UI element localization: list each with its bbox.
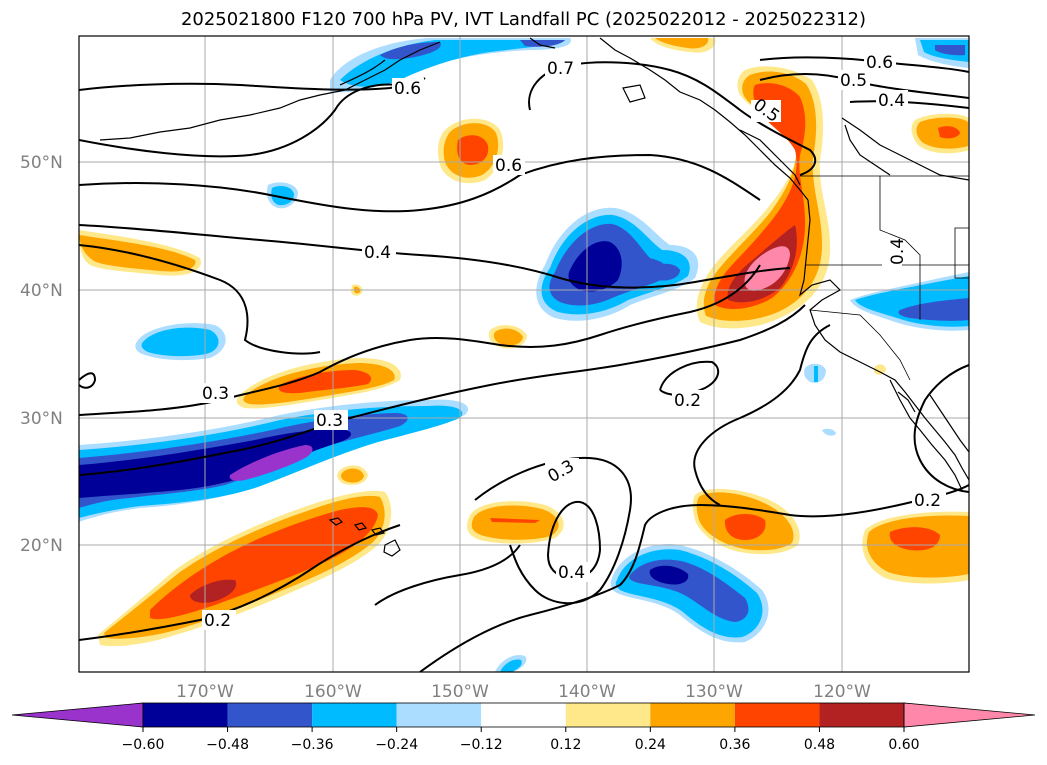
- contour-0p2-g: [913, 364, 969, 493]
- lon-label-170w: 170°W: [176, 682, 234, 702]
- colorbar-swatch: [396, 703, 482, 727]
- contour-0p2-f: [694, 469, 721, 506]
- colorbar-tick-label: 0.36: [719, 737, 750, 753]
- colorbar-extend-max: [903, 702, 1036, 728]
- contour-label-0p2-a: 0.2: [674, 391, 701, 411]
- contour-label-0p4-c: 0.4: [888, 238, 908, 265]
- colorbar-tick-label: 0.60: [888, 737, 919, 753]
- pv-fills: [79, 38, 969, 672]
- lon-label-150w: 150°W: [431, 682, 489, 702]
- colorbar-tick-label: −0.60: [122, 737, 165, 753]
- lat-label-30n: 30°N: [20, 409, 63, 429]
- colorbar-swatch: [650, 703, 735, 727]
- contour-label-0p2-c: 0.2: [204, 611, 231, 631]
- contour-0p3-b: [79, 304, 806, 476]
- colorbar-tick-label: −0.36: [291, 737, 334, 753]
- colorbar-swatch: [734, 703, 820, 727]
- contour-0p4-b: [79, 224, 791, 289]
- colorbar-tick-label: 0.48: [804, 737, 835, 753]
- colorbar-swatch: [481, 703, 566, 727]
- contour-0p2-d: [419, 484, 969, 672]
- contour-label-0p3-a: 0.3: [202, 384, 229, 404]
- contour-label-0p7: 0.7: [547, 59, 574, 79]
- contour-label-0p4-a: 0.4: [878, 91, 905, 111]
- colorbar-swatch: [143, 703, 228, 727]
- lon-label-120w: 120°W: [813, 682, 871, 702]
- lon-label-160w: 160°W: [304, 682, 362, 702]
- contour-0p6-b: [79, 83, 401, 158]
- contour-label-0p6-c: 0.6: [866, 53, 893, 73]
- lat-label-50n: 50°N: [20, 153, 63, 173]
- colorbar-swatch: [819, 703, 904, 727]
- contour-label-0p5-b: 0.5: [840, 71, 867, 91]
- contour-label-0p6-b: 0.6: [495, 156, 522, 176]
- colorbar-tick-label: −0.12: [460, 737, 503, 753]
- coastlines: [99, 37, 969, 557]
- colorbar: −0.60 −0.48 −0.36 −0.24 −0.12 0.12 0.24 0.36 0.4…: [11, 702, 1036, 753]
- colorbar-extend-min: [11, 702, 144, 728]
- borders: [800, 175, 969, 381]
- contour-0p2-e: [374, 544, 521, 606]
- contour-0p2-b: [693, 324, 831, 471]
- contour-0p6-c: [79, 153, 761, 213]
- map-title: 2025021800 F120 700 hPa PV, IVT Landfall…: [180, 9, 867, 30]
- colorbar-tick-label: −0.24: [375, 737, 418, 753]
- colorbar-tick-label: 0.24: [635, 737, 666, 753]
- contour-label-0p4-b: 0.4: [364, 243, 391, 263]
- contour-label-0p6-a: 0.6: [394, 79, 421, 99]
- colorbar-tick-label: 0.12: [550, 737, 581, 753]
- colorbar-tick-label: −0.48: [206, 737, 249, 753]
- contour-0p2-c: [79, 524, 401, 641]
- colorbar-swatch: [312, 703, 397, 727]
- contour-0p2-a: [659, 360, 720, 396]
- lat-label-20n: 20°N: [20, 536, 63, 556]
- contour-label-0p3-b: 0.3: [316, 411, 343, 431]
- colorbar-swatch: [227, 703, 313, 727]
- colorbar-swatches: [11, 702, 1036, 728]
- lat-labels: 50°N 40°N 30°N 20°N: [20, 153, 63, 556]
- contour-0p4-a: [849, 100, 969, 109]
- contour-0p4-c: [79, 244, 321, 355]
- contour-0p3-c: [79, 372, 97, 389]
- map-area: 0.7 0.6 0.6 0.6 0.5 0.5 0.4 0.4 0.4 0.4 …: [79, 36, 969, 672]
- colorbar-ticks: −0.60 −0.48 −0.36 −0.24 −0.12 0.12 0.24 0.36 0.4…: [122, 727, 920, 753]
- contour-label-0p4-d: 0.4: [558, 563, 585, 583]
- lon-label-130w: 130°W: [685, 682, 743, 702]
- colorbar-frame: [142, 702, 905, 728]
- colorbar-swatch: [565, 703, 651, 727]
- lat-label-40n: 40°N: [20, 281, 63, 301]
- contour-label-0p2-b: 0.2: [914, 491, 941, 511]
- lon-label-140w: 140°W: [558, 682, 616, 702]
- map-frame: [78, 35, 970, 673]
- lon-labels: 170°W 160°W 150°W 140°W 130°W 120°W: [176, 682, 871, 702]
